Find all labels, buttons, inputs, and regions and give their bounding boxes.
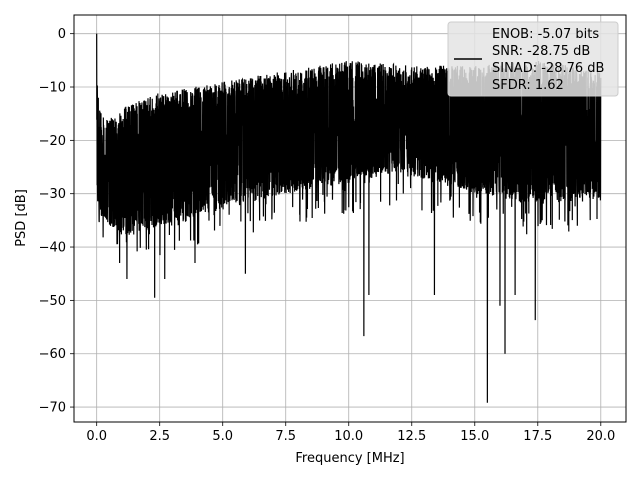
legend-entry-sinad: SINAD: -28.76 dB (492, 61, 604, 76)
x-tick-label: 20.0 (586, 429, 615, 444)
x-tick-label: 17.5 (523, 429, 552, 444)
y-tick-label: 0 (58, 27, 66, 42)
x-axis-ticks: 0.0 2.5 5.0 7.5 10.0 12.5 15.0 17.5 20.0 (86, 422, 615, 444)
x-tick-label: 12.5 (397, 429, 426, 444)
x-tick-label: 15.0 (460, 429, 489, 444)
legend-entry-sfdr: SFDR: 1.62 (492, 78, 564, 93)
x-tick-label: 10.0 (334, 429, 363, 444)
x-tick-label: 2.5 (149, 429, 170, 444)
y-axis-ticks: 0 −10 −20 −30 −40 −50 −60 −70 (39, 27, 74, 416)
axes-frame (73, 14, 627, 423)
legend-entry-snr: SNR: -28.75 dB (492, 44, 590, 59)
x-axis-label: Frequency [MHz] (295, 451, 404, 466)
y-tick-label: −60 (39, 347, 66, 362)
y-axis-label: PSD [dB] (14, 189, 29, 247)
legend-box (447, 21, 619, 97)
x-tick-label: 0.0 (86, 429, 107, 444)
y-tick-label: −40 (39, 241, 66, 256)
y-tick-label: −30 (39, 187, 66, 202)
y-tick-label: −10 (39, 81, 66, 96)
y-tick-label: −70 (39, 401, 66, 416)
y-tick-label: −50 (39, 294, 66, 309)
y-tick-label: −20 (39, 134, 66, 149)
x-tick-label: 7.5 (275, 429, 296, 444)
legend: ENOB: -5.07 bits SNR: -28.75 dB SINAD: -… (447, 21, 619, 97)
x-tick-label: 5.0 (212, 429, 233, 444)
legend-entry-enob: ENOB: -5.07 bits (492, 27, 599, 42)
